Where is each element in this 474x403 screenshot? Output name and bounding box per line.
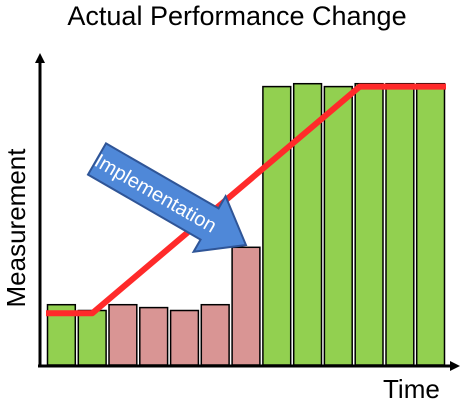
- bar-6: [200, 303, 230, 366]
- bar-13: [415, 82, 446, 366]
- bars-group: [46, 82, 446, 366]
- bar-5: [169, 309, 200, 366]
- bar-2: [77, 309, 107, 366]
- bar-3: [108, 303, 138, 366]
- bar-4: [139, 306, 169, 366]
- x-axis-label: Time: [383, 374, 440, 403]
- chart-title: Actual Performance Change: [67, 1, 407, 31]
- implementation-label: Implementation: [91, 150, 220, 237]
- bar-7: [231, 246, 261, 366]
- y-axis-label: Measurement: [1, 148, 31, 308]
- bar-11: [354, 82, 384, 366]
- implementation-arrow: [86, 142, 248, 253]
- bar-8: [262, 85, 292, 366]
- bar-12: [385, 82, 415, 366]
- bar-10: [323, 85, 353, 366]
